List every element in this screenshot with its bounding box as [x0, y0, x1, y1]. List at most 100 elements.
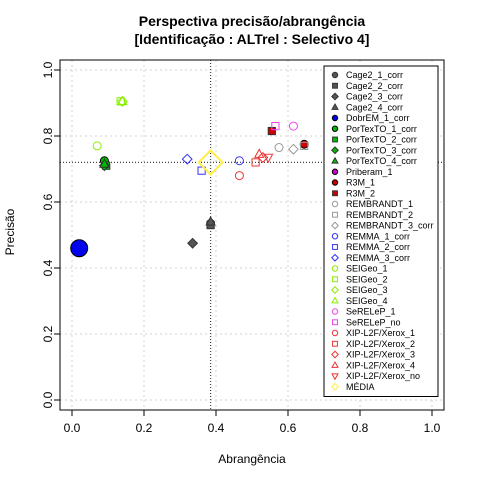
y-tick-label: 0.0: [41, 391, 55, 408]
legend-entry-label: R3M_1: [346, 178, 375, 188]
legend-marker: [331, 360, 339, 368]
point-remma-2-corr: [197, 166, 206, 175]
legend-box: [323, 65, 439, 397]
legend-entry-label: R3M_2: [346, 188, 375, 198]
legend-entry-label: XIP-L2F/Xerox_3: [346, 350, 415, 360]
legend-entry-label: SEIGeo_2: [346, 274, 388, 284]
point-xip-l2f-xerox-3: [257, 151, 269, 163]
y-tick-label: 0.2: [41, 325, 55, 342]
point-dobrem-1-corr: [70, 239, 89, 258]
legend-marker: [332, 244, 338, 250]
legend-marker: [332, 319, 338, 326]
y-tick-label: 1.0: [41, 61, 55, 78]
x-axis-ticks: 0.0 0.2 0.4 0.6 0.8 1.0: [64, 410, 441, 435]
legend-marker: [331, 200, 339, 208]
legend-marker: [332, 276, 338, 283]
x-tick-label: 0.2: [136, 421, 153, 435]
legend-marker: [331, 92, 339, 101]
legend-entry-label: SeRELeP_no: [346, 317, 401, 327]
legend-entry-label: Cage2_2_corr: [346, 81, 403, 91]
legend-marker: [331, 221, 339, 230]
legend-entry-label: REMBRANDT_2: [346, 210, 413, 220]
legend-entry-label: SeRELeP_1: [346, 307, 396, 317]
legend-entry-label: SEIGeo_3: [346, 285, 388, 295]
point-cage2-4-corr: [205, 215, 216, 226]
point-xip-l2f-xerox-4: [253, 148, 265, 158]
legend-marker: [331, 146, 339, 155]
legend-entry-label: REMBRANDT_3_corr: [346, 221, 434, 231]
y-tick-label: 0.4: [41, 259, 55, 276]
legend-marker: [331, 382, 339, 391]
legend-entry-label: PorTexTO_4_corr: [346, 156, 417, 166]
x-tick-label: 0.0: [64, 421, 81, 435]
legend-entry-label: XIP-L2F/Xerox_2: [346, 339, 415, 349]
legend-marker: [332, 211, 338, 218]
legend-entry-label: REMMA_2_corr: [346, 242, 410, 252]
legend-marker: [331, 286, 339, 294]
legend-marker: [332, 190, 338, 197]
point-cage2-3-corr: [187, 237, 199, 249]
legend-marker: [331, 156, 339, 164]
point-serelep-1: [288, 121, 298, 131]
legend-marker: [331, 296, 339, 304]
x-tick-label: 0.8: [352, 421, 369, 435]
legend-entry-label: XIP-L2F/Xerox_4: [346, 360, 415, 370]
legend-entry-label: Priberam_1: [346, 167, 393, 177]
legend-entry-label: XIP-L2F/Xerox_1: [346, 328, 415, 338]
legend-entry-label: REMMA_1_corr: [346, 231, 410, 241]
legend-marker: [331, 308, 339, 315]
y-axis-ticks: 0.0 0.2 0.4 0.6 0.8 1.0: [41, 61, 60, 408]
point-rembrandt-3-corr: [287, 143, 299, 155]
point-xip-l2f-xerox-2: [251, 158, 260, 167]
legend-marker: [331, 125, 339, 132]
legend-marker: [331, 168, 339, 175]
x-tick-label: 0.4: [208, 421, 225, 435]
chart-title-line1: Perspectiva precisão/abrangência: [139, 13, 366, 29]
legend-entry-label: Cage2_3_corr: [346, 92, 403, 102]
legend-entry-label: REMBRANDT_1: [346, 199, 413, 209]
legend-marker: [331, 350, 339, 359]
legend-marker: [331, 114, 339, 122]
point-seigeo-4: [117, 95, 128, 106]
legend-marker: [332, 136, 338, 143]
point-xip-l2f-xerox-no: [262, 153, 274, 164]
legend-entry-label: REMMA_3_corr: [346, 253, 410, 263]
legend-entry-label: PorTexTO_1_corr: [346, 124, 417, 134]
point-remma-3-corr: [181, 153, 193, 165]
legend-marker: [331, 179, 339, 186]
legend-entry-label: DobrEM_1_corr: [346, 113, 410, 123]
legend-marker: [331, 253, 339, 262]
legend-marker: [331, 329, 339, 337]
data-points: [70, 95, 309, 258]
legend: Cage2_1_corrCage2_2_corrCage2_3_corrCage…: [323, 65, 439, 397]
point-rembrandt-2: [300, 141, 309, 151]
legend-entry-label: PorTexTO_2_corr: [346, 135, 417, 145]
chart-title-line2: [Identificação : ALTrel : Selectivo 4]: [135, 31, 370, 47]
legend-entry-label: Cage2_4_corr: [346, 102, 403, 112]
legend-entry-label: PorTexTO_3_corr: [346, 145, 417, 155]
legend-marker: [332, 340, 338, 347]
legend-marker: [331, 265, 339, 272]
point-serelep-no: [271, 122, 280, 131]
point-seigeo-3: [116, 95, 128, 107]
legend-entry-label: MÉDIA: [346, 382, 375, 392]
point-m-dia: [197, 148, 225, 176]
x-tick-label: 0.6: [280, 421, 297, 435]
y-axis-label: Precisão: [3, 208, 17, 255]
legend-marker: [331, 102, 339, 110]
point-r3m-1: [299, 139, 309, 149]
x-axis-label: Abrangência: [218, 452, 286, 466]
legend-marker: [331, 233, 339, 240]
legend-entry-label: Cage2_1_corr: [346, 70, 403, 80]
y-tick-label: 0.6: [41, 193, 55, 210]
point-portexto-4-corr: [99, 158, 110, 168]
point-xip-l2f-xerox-1: [234, 171, 244, 181]
point-rembrandt-1: [274, 143, 284, 153]
point-seigeo-1: [92, 141, 102, 151]
point-remma-1-corr: [234, 156, 244, 166]
x-tick-label: 1.0: [424, 421, 441, 435]
plot-frame: [59, 59, 445, 411]
legend-entry-label: SEIGeo_4: [346, 296, 388, 306]
y-tick-label: 0.8: [41, 127, 55, 144]
